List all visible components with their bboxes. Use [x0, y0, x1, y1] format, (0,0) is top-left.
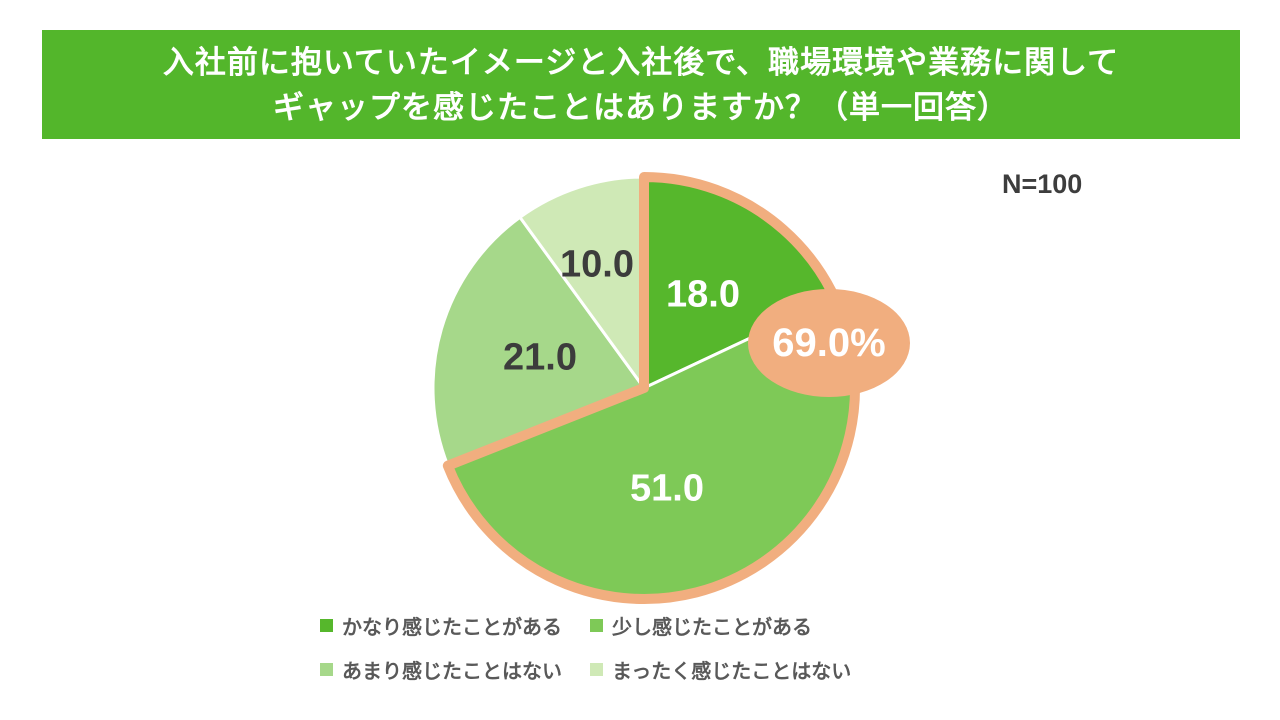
legend-swatch-kanari	[320, 619, 333, 632]
pie-value-label-sukoshi: 51.0	[630, 467, 704, 510]
highlight-callout-ellipse: 69.0%	[748, 289, 910, 397]
sample-size-label: N=100	[1002, 169, 1083, 199]
pie-value-label-mattaku: 10.0	[560, 243, 634, 286]
legend-item-mattaku: まったく感じたことはない	[590, 655, 851, 684]
highlight-value: 69.0%	[772, 320, 886, 365]
chart-title-line-1: 入社前に抱いていたイメージと入社後で、職場環境や業務に関して	[162, 44, 1120, 80]
legend: かなり感じたことがある 少し感じたことがある あまり感じたことはない まったく感…	[320, 611, 851, 684]
legend-item-sukoshi: 少し感じたことがある	[590, 611, 851, 640]
legend-swatch-sukoshi	[590, 619, 603, 632]
legend-label-amari: あまり感じたことはない	[342, 661, 562, 683]
chart-title-line-2: ギャップを感じたことはありますか？（単一回答）	[273, 89, 1009, 125]
legend-label-kanari: かなり感じたことがある	[342, 617, 562, 639]
legend-label-mattaku: まったく感じたことはない	[612, 661, 852, 683]
highlight-sector-outline	[442, 172, 860, 604]
pie-value-label-amari: 21.0	[503, 336, 577, 379]
pie-slice-3	[518, 175, 646, 390]
legend-swatch-mattaku	[590, 663, 603, 676]
legend-item-amari: あまり感じたことはない	[320, 655, 590, 684]
legend-item-kanari: かなり感じたことがある	[320, 611, 590, 640]
pie-value-label-kanari: 18.0	[666, 273, 740, 316]
title-banner: 入社前に抱いていたイメージと入社後で、職場環境や業務に関して ギャップを感じたこ…	[42, 30, 1240, 139]
legend-label-sukoshi: 少し感じたことがある	[612, 617, 812, 639]
legend-swatch-amari	[320, 663, 333, 676]
